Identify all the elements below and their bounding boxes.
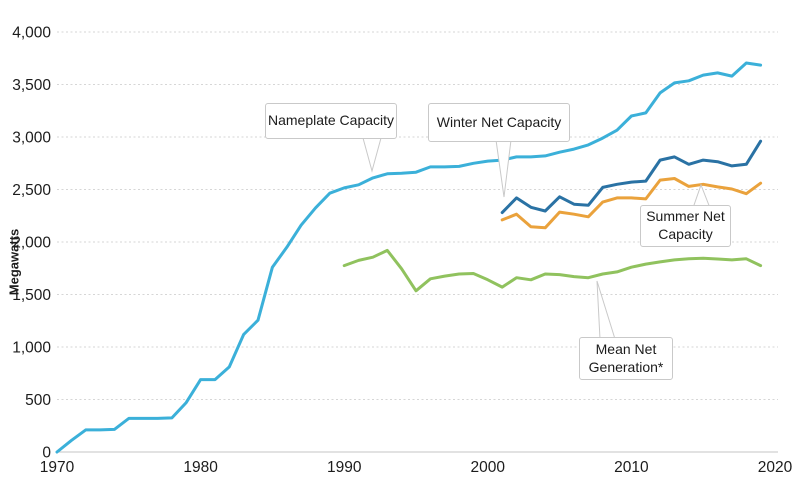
summer-net-capacity-line	[500, 177, 763, 230]
callout-summer-label-line2: Capacity	[658, 226, 713, 242]
y-tick-label: 2,500	[12, 182, 51, 199]
callout-mean-label-line2: Generation*	[588, 358, 664, 375]
y-tick-label: 4,000	[12, 25, 51, 42]
callout-summer-net-capacity: Summer Net Capacity	[640, 205, 731, 247]
callout-nameplate-label: Nameplate Capacity	[267, 112, 395, 129]
callout-pointer-mean	[596, 280, 616, 340]
callout-winter-label: Winter Net Capacity	[436, 113, 562, 130]
x-tick-label: 1980	[183, 459, 218, 476]
y-tick-label: 1,000	[12, 340, 51, 357]
nameplate-capacity-line	[55, 61, 763, 454]
callout-mean-net-generation: Mean Net Generation*	[579, 337, 673, 380]
y-tick-label: 0	[42, 445, 51, 462]
y-tick-label: 3,000	[12, 130, 51, 147]
y-tick-label: 1,500	[12, 287, 51, 304]
mean-net-generation-line	[342, 248, 763, 293]
x-tick-label: 1990	[327, 459, 362, 476]
callout-summer-label-line1: Summer Net	[646, 208, 725, 225]
x-tick-label: 2020	[758, 459, 793, 476]
y-tick-label: 500	[25, 392, 51, 409]
callout-winter-net-capacity: Winter Net Capacity	[428, 103, 570, 142]
callout-pointer-nameplate	[362, 137, 382, 173]
x-tick-label: 1970	[40, 459, 75, 476]
y-tick-label: 2,000	[12, 235, 51, 252]
callout-pointer-winter	[495, 139, 512, 198]
callout-nameplate-capacity: Nameplate Capacity	[265, 103, 397, 139]
y-axis-title: Megawatts	[6, 228, 22, 296]
x-tick-label: 2000	[471, 459, 506, 476]
callout-mean-label-line1: Mean Net	[595, 340, 657, 357]
x-tick-label: 2010	[614, 459, 649, 476]
y-tick-label: 3,500	[12, 77, 51, 94]
winter-net-capacity-line	[500, 139, 763, 215]
